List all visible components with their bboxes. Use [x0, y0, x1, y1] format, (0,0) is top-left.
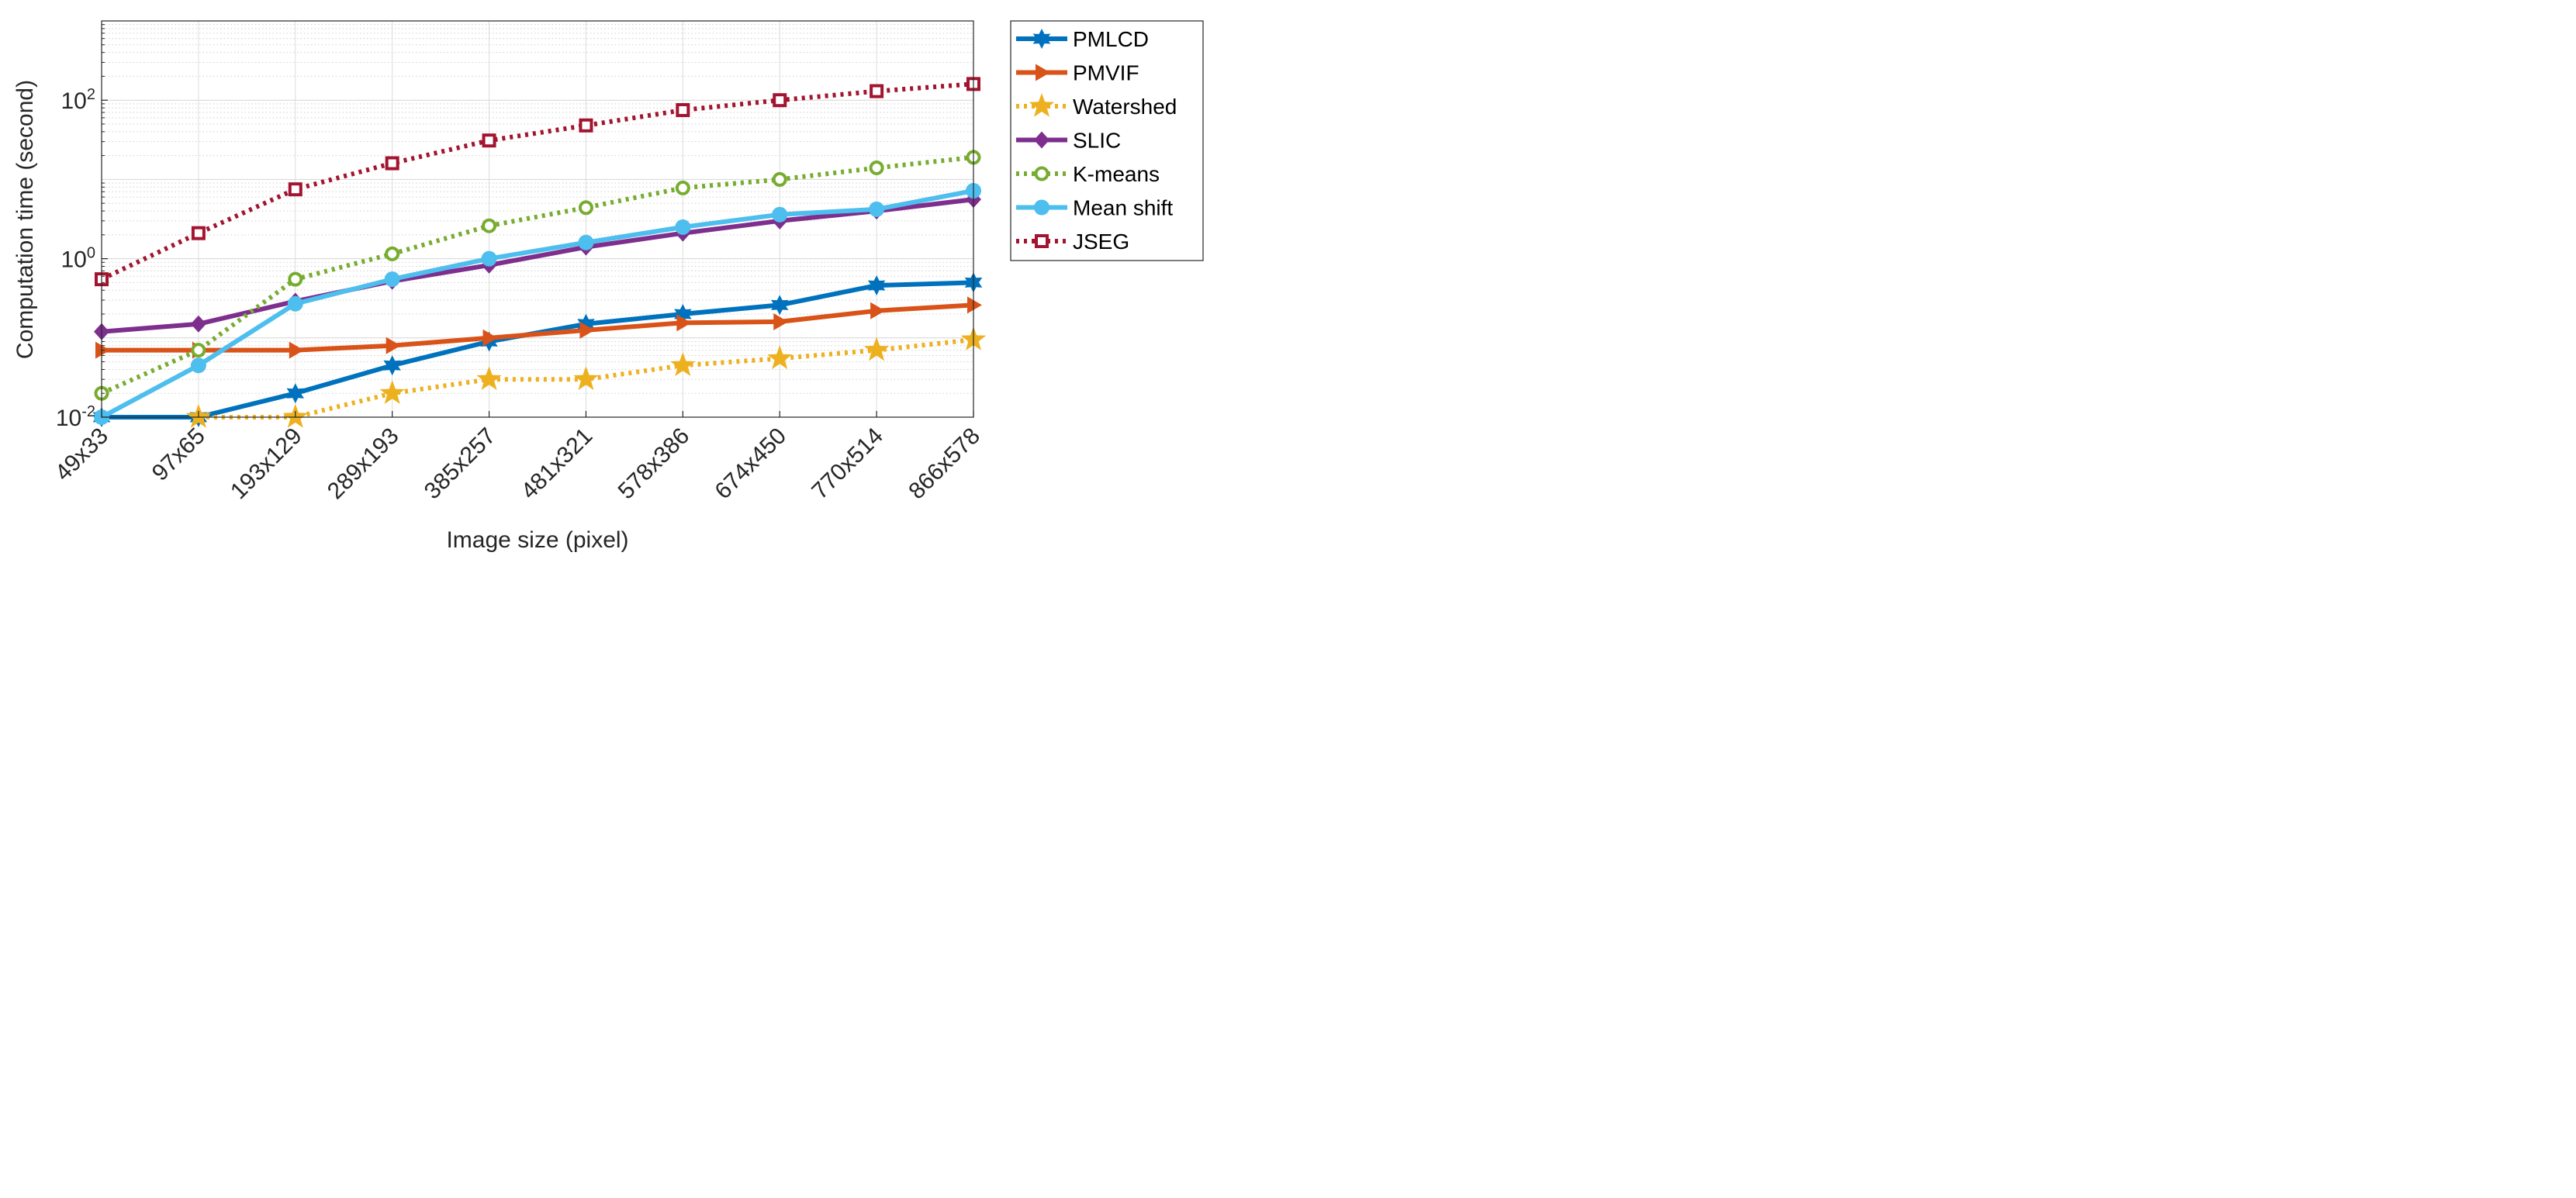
legend-label: Watershed [1073, 95, 1177, 119]
y-tick-label: 10-2 [56, 403, 95, 431]
data-point-marker [767, 345, 793, 370]
data-point-marker [482, 133, 496, 148]
data-point-marker [573, 366, 599, 390]
legend-entry: SLIC [1016, 129, 1121, 153]
data-point-marker [1034, 131, 1049, 149]
data-point-marker [288, 271, 303, 287]
y-tick-label: 100 [61, 245, 96, 273]
series-line [100, 188, 974, 419]
data-point-marker [191, 343, 206, 358]
data-point-marker [675, 180, 690, 195]
legend-label: PMLCD [1073, 27, 1149, 51]
data-point-marker [287, 295, 303, 312]
data-point-marker [190, 357, 206, 374]
series-k-means [94, 150, 981, 401]
y-axis-title: Computation time (second) [12, 80, 38, 359]
data-point-marker [481, 250, 497, 267]
data-point-marker [967, 296, 982, 314]
data-point-marker [869, 160, 884, 175]
data-point-marker [190, 315, 206, 333]
plot-area-frame [101, 20, 974, 418]
data-point-marker [773, 93, 787, 108]
data-point-marker [379, 380, 405, 404]
legend-label: SLIC [1073, 129, 1121, 153]
legend-entry: Watershed [1016, 93, 1177, 119]
data-point-marker [386, 337, 401, 354]
data-point-marker [772, 206, 788, 223]
data-point-marker [675, 219, 691, 235]
data-point-marker [676, 314, 692, 332]
legend-entry: K-means [1016, 162, 1160, 186]
data-point-marker [1034, 199, 1049, 216]
legend-entry: PMVIF [1016, 61, 1139, 85]
y-tick-label: 102 [61, 86, 96, 114]
data-point-marker [288, 182, 303, 197]
data-point-marker [773, 312, 789, 330]
data-point-marker [670, 352, 696, 376]
data-point-marker [771, 295, 789, 316]
data-point-marker [191, 226, 206, 240]
legend: PMLCD PMVIF Watershed SLIC K-means Mean shift… [1010, 20, 1204, 261]
data-point-marker [676, 102, 690, 117]
series-mean-shift [94, 182, 981, 425]
data-point-marker [289, 341, 304, 359]
legend-entry: PMLCD [1016, 27, 1149, 51]
legend-label: K-means [1073, 162, 1160, 186]
data-point-marker [286, 383, 304, 404]
data-point-marker [870, 84, 884, 98]
data-point-marker [1032, 29, 1051, 49]
data-point-marker [577, 313, 595, 334]
data-point-marker [383, 355, 401, 376]
series-layer [92, 77, 987, 428]
x-axis-title: Image size (pixel) [446, 527, 628, 553]
data-point-marker [385, 246, 400, 261]
data-point-marker [1029, 93, 1055, 117]
data-point-marker [579, 321, 595, 339]
data-point-marker [578, 200, 593, 216]
legend-entry: JSEG [1016, 230, 1129, 254]
data-point-marker [863, 337, 890, 361]
data-point-marker [869, 201, 885, 217]
data-point-marker [385, 156, 399, 171]
data-point-marker [578, 234, 594, 250]
data-point-marker [482, 218, 497, 233]
data-point-marker [482, 329, 498, 347]
legend-label: JSEG [1073, 230, 1129, 254]
data-point-marker [579, 118, 593, 133]
legend-entry: Mean shift [1016, 196, 1173, 220]
y-axis-ticks: 10-2 100 102 [56, 24, 108, 431]
data-point-marker [867, 275, 886, 296]
series-line [100, 154, 974, 395]
data-point-marker [870, 302, 886, 319]
data-point-marker [1034, 166, 1049, 181]
data-point-marker [1036, 64, 1050, 81]
legend-label: Mean shift [1073, 196, 1173, 220]
data-point-marker [1035, 234, 1049, 248]
data-point-marker [476, 366, 502, 390]
data-point-marker [674, 304, 692, 324]
data-point-marker [384, 271, 400, 288]
series-line [101, 197, 974, 334]
legend-label: PMVIF [1073, 61, 1139, 85]
series-line [102, 302, 974, 353]
data-point-marker [772, 171, 787, 187]
